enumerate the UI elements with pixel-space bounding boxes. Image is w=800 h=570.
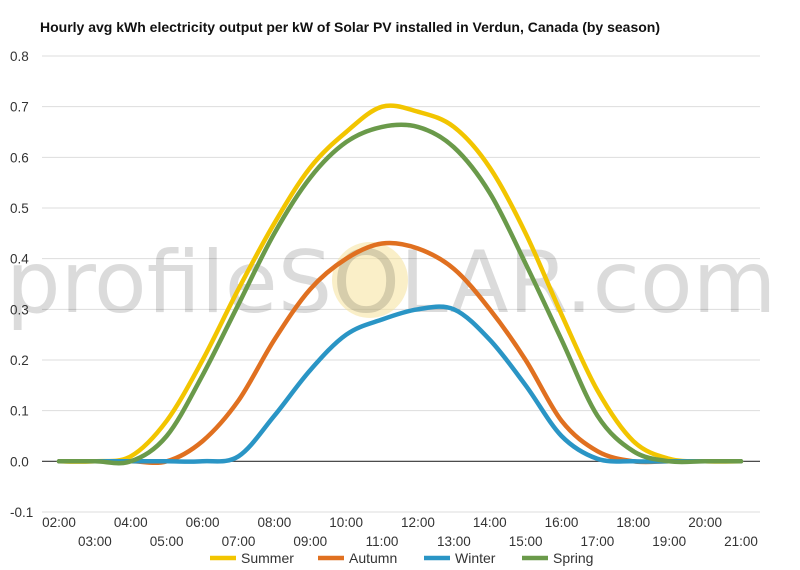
series-layer — [56, 103, 744, 466]
x-tick-label: 02:00 — [42, 515, 76, 530]
x-tick-label: 08:00 — [257, 515, 291, 530]
legend: Summer Autumn Winter Spring — [210, 550, 593, 566]
y-tick-label: -0.1 — [10, 505, 33, 520]
x-tick-label: 14:00 — [473, 515, 507, 530]
y-tick-label: 0.6 — [10, 150, 29, 165]
x-tick-label: 17:00 — [581, 534, 615, 549]
sun-logo — [332, 242, 408, 318]
y-tick-label: 0.0 — [10, 454, 29, 469]
legend-label-autumn: Autumn — [349, 550, 397, 566]
y-tick-label: 0.5 — [10, 201, 29, 216]
x-tick-label: 13:00 — [437, 534, 471, 549]
x-tick-label: 04:00 — [114, 515, 148, 530]
chart-title: Hourly avg kWh electricity output per kW… — [40, 19, 661, 35]
x-tick-label: 20:00 — [688, 515, 722, 530]
y-tick-label: 0.3 — [10, 302, 29, 317]
y-tick-label: 0.7 — [10, 100, 29, 115]
x-tick-label: 03:00 — [78, 534, 112, 549]
x-tick-label: 06:00 — [186, 515, 220, 530]
x-tick-label: 18:00 — [616, 515, 650, 530]
x-tick-label: 21:00 — [724, 534, 758, 549]
series-line-summer — [56, 103, 744, 464]
y-tick-label: 0.4 — [10, 252, 29, 267]
x-tick-label: 19:00 — [652, 534, 686, 549]
y-tick-label: 0.1 — [10, 404, 29, 419]
x-tick-label: 11:00 — [366, 534, 399, 549]
x-tick-label: 09:00 — [293, 534, 327, 549]
series-line-winter — [56, 304, 744, 464]
series-line-spring — [56, 122, 744, 466]
axis-layer: -0.1 0.0 0.1 0.2 0.3 0.4 0.5 0.6 0.7 0.8 02:0003:0… — [10, 49, 760, 549]
x-tick-label: 16:00 — [545, 515, 579, 530]
x-tick-label: 15:00 — [509, 534, 543, 549]
x-tick-label: 07:00 — [222, 534, 256, 549]
watermark-layer: profileSOLAR.com — [6, 233, 776, 333]
x-tick-label: 10:00 — [329, 515, 363, 530]
y-tick-label: 0.8 — [10, 49, 29, 64]
y-tick-label: 0.2 — [10, 353, 29, 368]
x-tick-label: 12:00 — [401, 515, 435, 530]
x-tick-label: 05:00 — [150, 534, 184, 549]
legend-label-summer: Summer — [241, 550, 294, 566]
legend-label-winter: Winter — [455, 550, 496, 566]
legend-label-spring: Spring — [553, 550, 593, 566]
